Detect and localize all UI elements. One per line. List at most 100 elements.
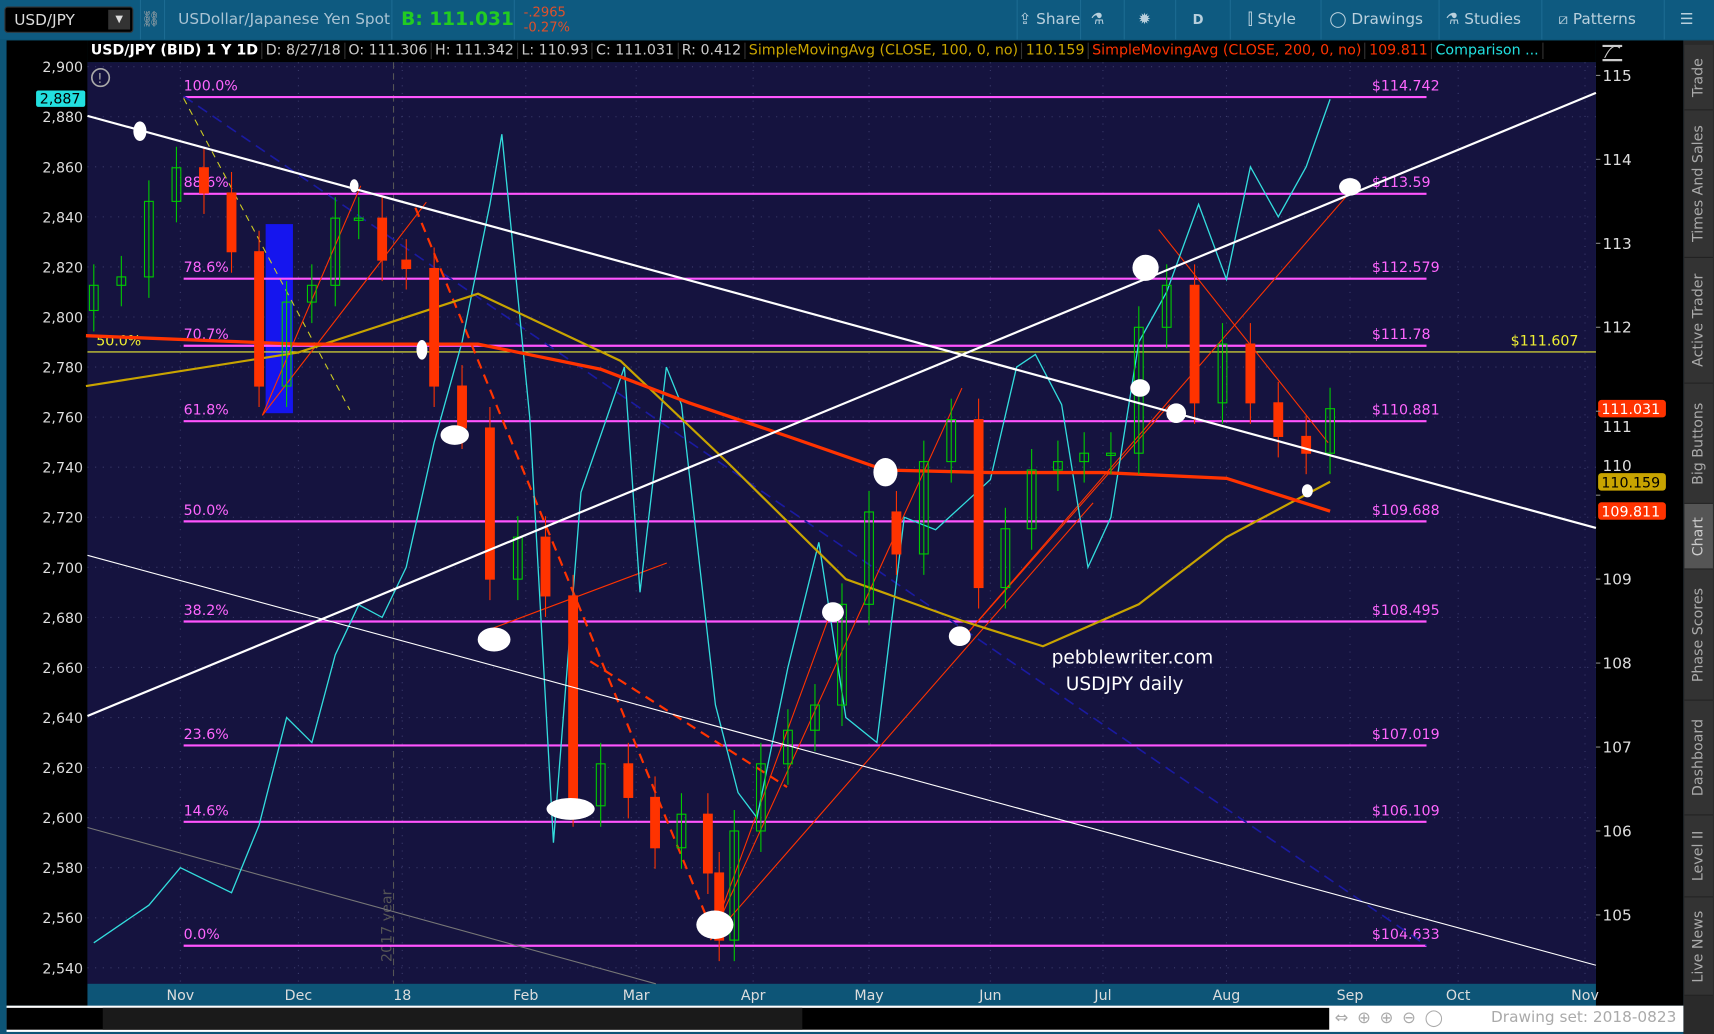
candle-body[interactable] [226, 192, 237, 253]
change-box: -.2965 -0.27% [513, 0, 578, 40]
candle-body[interactable] [1026, 469, 1037, 530]
scrollbar-thumb[interactable] [102, 1007, 803, 1030]
studies-button[interactable]: ⚗ Studies [1438, 0, 1528, 40]
price-chart[interactable]: 2017 year 100.0%$114.74288.6%$113.5978.6… [0, 0, 1683, 1006]
comparison-line[interactable] [93, 99, 1331, 944]
candle-body[interactable] [401, 259, 412, 270]
white-lower-channel-line[interactable] [87, 554, 1597, 966]
candle-body[interactable] [485, 427, 495, 580]
side-tab-chart[interactable]: Chart [1684, 503, 1713, 570]
link-icon[interactable]: ⛓ [139, 0, 160, 40]
highlight-box [265, 224, 293, 414]
candle-body[interactable] [171, 167, 182, 202]
candle-body[interactable] [1273, 402, 1284, 437]
side-tab-times-and-sales[interactable]: Times And Sales [1684, 110, 1713, 258]
candle-body[interactable] [377, 217, 388, 261]
candle-body[interactable] [306, 284, 317, 303]
drawing-set-label[interactable]: Drawing set: 2018-0823 [1491, 1008, 1677, 1027]
pivot-markers[interactable] [133, 121, 1361, 939]
candle-body[interactable] [116, 276, 127, 286]
candle-body[interactable] [595, 763, 606, 807]
candle-body[interactable] [330, 217, 341, 286]
menu-button[interactable]: ☰ [1663, 0, 1709, 40]
candle-body[interactable] [946, 419, 957, 463]
info-date: D: 8/27/18 [262, 42, 346, 60]
aggregation-button[interactable]: D [1175, 0, 1220, 40]
style-button[interactable]: ⫿ Style [1229, 0, 1313, 40]
candle-body[interactable] [281, 301, 292, 387]
watermark-line-1: pebblewriter.com [1052, 648, 1214, 669]
patterns-button[interactable]: ⧄ Patterns [1541, 0, 1651, 40]
pan-icon[interactable]: ⇔ [1334, 1007, 1358, 1028]
candle-body[interactable] [429, 267, 440, 387]
candle-body[interactable] [729, 830, 740, 941]
comparison-label[interactable]: Comparison ... [1432, 42, 1544, 60]
sma200-label[interactable]: SimpleMovingAvg (CLOSE, 200, 0, no) [1088, 42, 1366, 60]
candle-body[interactable] [810, 704, 820, 731]
side-tab-level-ii[interactable]: Level II [1684, 815, 1713, 898]
drawings-button[interactable]: ◯ Drawings [1320, 0, 1430, 40]
candle-body[interactable] [199, 167, 209, 194]
share-button[interactable]: ⇪ Share [1016, 0, 1081, 40]
side-tab-trade[interactable]: Trade [1684, 44, 1713, 111]
left-axis-ticks: 2,887 2,900 2,880 2,860 2,840 2,820 2,800 2,780… [36, 60, 86, 977]
side-tab-dashboard[interactable]: Dashboard [1684, 700, 1713, 816]
white-uptrend-line[interactable] [87, 91, 1597, 717]
candle-body[interactable] [650, 796, 660, 849]
crosshair-icon[interactable]: ⊕ [1357, 1007, 1380, 1028]
side-tab-active-trader[interactable]: Active Trader [1684, 257, 1713, 384]
red-fan-lines[interactable] [261, 185, 1356, 941]
sma100-label[interactable]: SimpleMovingAvg (CLOSE, 100, 0, no) [745, 42, 1023, 60]
candle-body[interactable] [864, 511, 874, 605]
candle-body[interactable] [1245, 343, 1256, 404]
grey-trendline[interactable] [87, 826, 657, 985]
candle-body[interactable] [973, 419, 984, 589]
ellipse-icon[interactable]: ◯ [1424, 1007, 1452, 1028]
yellow-dashed-line[interactable] [183, 98, 351, 411]
dashed-trendline[interactable] [183, 95, 1427, 947]
scale-toggle-icon[interactable] [1602, 44, 1623, 62]
side-tab-big-buttons[interactable]: Big Buttons [1684, 383, 1713, 504]
candle-body[interactable] [676, 813, 687, 849]
red-dashed-line-2[interactable] [589, 660, 788, 788]
alert-icon[interactable] [91, 68, 111, 88]
sma100-line[interactable] [85, 292, 1331, 648]
candle-body[interactable] [714, 872, 725, 941]
candle-body[interactable] [1301, 435, 1312, 454]
zoom-in-icon[interactable]: ⊕ [1379, 1007, 1403, 1028]
candle-body[interactable] [1161, 284, 1172, 328]
candle-body[interactable] [457, 385, 467, 429]
x-axis-ticks: Nov Dec 18 Feb Mar Apr May Jun Jul Aug Sep Oct Nov [166, 988, 1598, 1004]
candle-body[interactable] [702, 813, 713, 874]
candle-body[interactable] [88, 284, 99, 312]
white-downtrend-line[interactable] [87, 114, 1597, 530]
candle-body[interactable] [568, 595, 579, 807]
candle-body[interactable] [1189, 284, 1200, 404]
candle-body[interactable] [837, 603, 847, 706]
side-tab-live-news[interactable]: Live News [1684, 897, 1713, 996]
candle-body[interactable] [353, 217, 364, 221]
flask-button[interactable]: ⚗ [1079, 0, 1114, 40]
settings-button[interactable]: ✹ [1123, 0, 1164, 40]
candle-body[interactable] [254, 251, 264, 387]
symbol-select[interactable]: USD/JPY ▼ [4, 6, 134, 33]
candle-body[interactable] [1000, 528, 1011, 589]
candle-body[interactable] [623, 763, 634, 798]
candle-body[interactable] [1079, 452, 1090, 463]
right-axis [1595, 40, 1684, 1006]
candle-body[interactable] [1325, 408, 1335, 454]
candle-body[interactable] [540, 536, 551, 597]
candle-body[interactable] [1052, 461, 1063, 471]
chevron-down-icon[interactable]: ▼ [108, 9, 131, 30]
side-tab-phase-scores[interactable]: Phase Scores [1684, 569, 1713, 701]
candle-body[interactable] [1217, 343, 1228, 404]
x-axis-tick: Nov [166, 988, 194, 1004]
candle-body[interactable] [755, 763, 766, 832]
candle-body[interactable] [1105, 452, 1116, 456]
red-dashed-line[interactable] [414, 207, 717, 941]
horizontal-scrollbar[interactable] [6, 1007, 1330, 1030]
zoom-out-icon[interactable]: ⊖ [1402, 1007, 1425, 1028]
candle-body[interactable] [891, 511, 902, 555]
candle-body[interactable] [918, 461, 929, 555]
candle-body[interactable] [143, 200, 154, 278]
